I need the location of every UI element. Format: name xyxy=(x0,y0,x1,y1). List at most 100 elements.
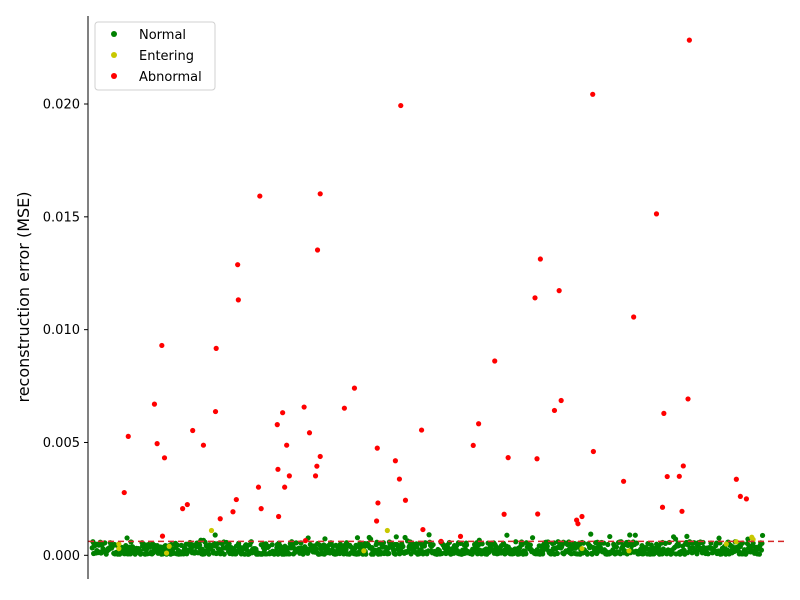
y-axis-ticks: 0.000 0.005 0.010 0.015 0.020 xyxy=(43,98,88,564)
legend-box xyxy=(94,21,216,91)
point-abnormal xyxy=(396,476,403,482)
point-abnormal xyxy=(470,442,476,449)
point-entering xyxy=(166,543,172,549)
point-abnormal xyxy=(743,496,750,502)
legend-label-entering: Entering xyxy=(139,49,194,64)
point-normal xyxy=(368,536,374,542)
point-abnormal xyxy=(492,358,498,364)
point-abnormal xyxy=(420,526,426,533)
point-abnormal xyxy=(532,295,538,301)
point-abnormal xyxy=(402,497,409,503)
point-normal xyxy=(758,547,765,553)
point-abnormal xyxy=(579,513,585,520)
point-abnormal xyxy=(286,473,292,479)
point-abnormal xyxy=(398,102,404,109)
point-normal xyxy=(226,541,232,547)
point-abnormal xyxy=(374,445,380,451)
point-abnormal xyxy=(457,533,464,539)
y-tick-label: 0.005 xyxy=(43,436,80,451)
point-abnormal xyxy=(551,407,558,414)
point-abnormal xyxy=(276,513,282,520)
point-normal xyxy=(607,533,613,540)
point-abnormal xyxy=(233,496,239,503)
point-normal xyxy=(293,540,299,546)
point-entering xyxy=(579,545,585,552)
point-abnormal xyxy=(257,193,263,199)
point-abnormal xyxy=(737,493,743,500)
point-normal xyxy=(544,543,550,549)
point-abnormal xyxy=(537,256,543,262)
point-abnormal xyxy=(180,506,186,512)
point-abnormal xyxy=(314,463,320,469)
point-normal xyxy=(527,542,533,548)
point-abnormal xyxy=(258,506,264,512)
point-abnormal xyxy=(676,473,682,479)
point-normal xyxy=(632,532,638,538)
point-abnormal xyxy=(317,191,323,197)
point-abnormal xyxy=(125,433,131,439)
point-abnormal xyxy=(235,262,241,268)
point-entering xyxy=(626,548,632,554)
y-axis-title: reconstruction error (MSE) xyxy=(14,191,33,402)
point-normal xyxy=(400,543,406,550)
point-abnormal xyxy=(213,345,219,351)
point-entering xyxy=(163,550,170,556)
point-normal xyxy=(759,532,766,539)
point-abnormal xyxy=(306,430,313,436)
point-abnormal xyxy=(284,442,290,448)
point-normal xyxy=(386,550,392,557)
y-tick-label: 0.015 xyxy=(43,210,80,225)
point-normal xyxy=(756,551,763,557)
point-abnormal xyxy=(631,314,637,320)
point-normal xyxy=(206,551,212,557)
legend-marker-normal xyxy=(111,31,117,37)
point-normal xyxy=(743,550,750,556)
legend: Normal Entering Abnormal xyxy=(94,21,216,91)
point-normal xyxy=(174,542,180,548)
point-normal xyxy=(393,534,399,540)
point-abnormal xyxy=(341,405,347,411)
point-abnormal xyxy=(200,442,207,448)
point-abnormal xyxy=(154,441,160,447)
point-abnormal xyxy=(534,456,540,462)
point-abnormal xyxy=(217,516,223,522)
point-abnormal xyxy=(275,466,281,472)
point-entering xyxy=(723,541,729,547)
point-normal xyxy=(445,545,451,551)
legend-label-abnormal: Abnormal xyxy=(139,70,202,85)
point-abnormal xyxy=(159,533,166,539)
point-normal xyxy=(426,532,432,538)
point-abnormal xyxy=(664,473,670,480)
point-abnormal xyxy=(661,410,667,416)
point-abnormal xyxy=(282,484,288,490)
legend-marker-entering xyxy=(111,52,117,58)
point-normal xyxy=(685,550,691,556)
point-normal xyxy=(343,547,349,553)
plot-points xyxy=(89,37,766,557)
point-normal xyxy=(513,539,519,545)
point-entering xyxy=(384,527,390,534)
point-normal xyxy=(745,536,751,542)
point-entering xyxy=(208,527,215,534)
point-normal xyxy=(463,542,470,548)
point-abnormal xyxy=(121,489,127,496)
point-normal xyxy=(430,542,436,548)
point-normal xyxy=(355,551,362,557)
point-normal xyxy=(354,535,361,541)
legend-label-normal: Normal xyxy=(139,28,186,43)
point-abnormal xyxy=(280,410,286,416)
point-abnormal xyxy=(590,91,596,97)
point-abnormal xyxy=(301,404,307,410)
y-tick-label: 0.000 xyxy=(43,549,80,564)
point-abnormal xyxy=(159,342,165,349)
point-abnormal xyxy=(190,427,196,434)
point-abnormal xyxy=(685,396,691,402)
point-abnormal xyxy=(312,473,319,479)
point-normal xyxy=(221,551,227,557)
point-abnormal xyxy=(418,427,425,433)
point-abnormal xyxy=(556,288,562,294)
point-abnormal xyxy=(302,538,309,544)
point-abnormal xyxy=(679,508,685,514)
point-normal xyxy=(392,551,399,557)
